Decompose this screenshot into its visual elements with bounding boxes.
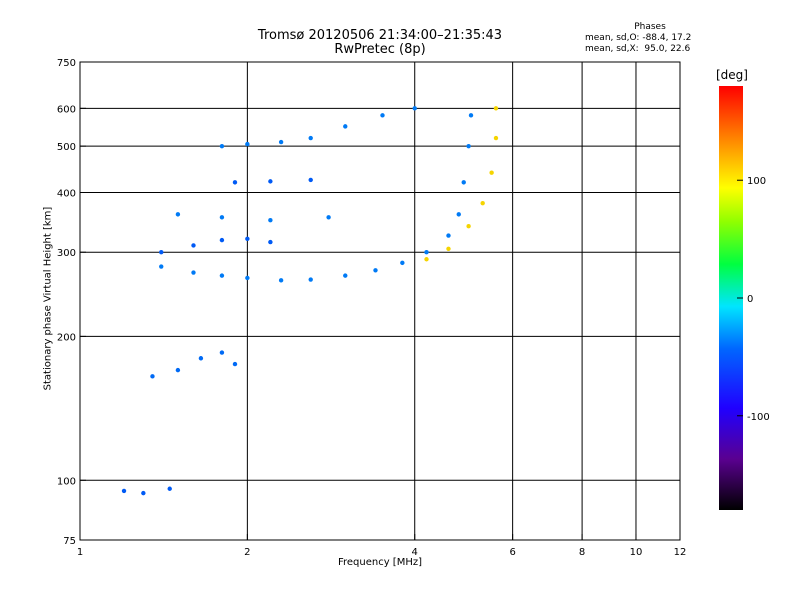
- echo-point: [219, 273, 225, 278]
- echo-point: [219, 215, 225, 220]
- echo-point: [245, 236, 250, 242]
- echo-point: [373, 268, 378, 273]
- echo-point: [278, 139, 284, 145]
- echo-point: [412, 106, 417, 111]
- y-tick-label: 750: [57, 58, 76, 69]
- echo-point: [493, 135, 499, 141]
- echo-point: [159, 250, 164, 255]
- colorbar-tick-label: -100: [747, 412, 770, 423]
- echo-point: [493, 106, 499, 111]
- echo-point: [326, 215, 331, 220]
- echo-point: [343, 273, 348, 278]
- echo-point: [461, 180, 466, 185]
- echo-point: [219, 237, 225, 243]
- y-tick-label: 75: [63, 536, 76, 547]
- x-tick-label: 2: [244, 547, 250, 558]
- echo-point: [141, 490, 146, 496]
- grid: [80, 62, 680, 540]
- echo-point: [159, 264, 164, 269]
- echo-point: [175, 212, 181, 217]
- echo-point: [191, 243, 196, 248]
- echo-point: [308, 277, 313, 282]
- echo-point: [150, 374, 155, 379]
- echo-point: [191, 270, 196, 275]
- colorbar-tick-label: 0: [747, 294, 753, 305]
- y-axis: 75 100 200 300 400 500 600 750: [57, 58, 86, 547]
- phases-x-mode-stats: mean, sd,X: 95.0, 22.6: [585, 44, 691, 54]
- echo-point: [167, 486, 172, 491]
- echo-point: [308, 135, 313, 141]
- echo-point: [480, 200, 485, 206]
- echo-point: [424, 250, 429, 255]
- echo-point: [175, 367, 181, 373]
- echo-point: [380, 113, 385, 118]
- chart-subtitle: RwPretec (8p): [334, 42, 426, 57]
- echo-point: [489, 170, 494, 175]
- chart-title: Tromsø 20120506 21:34:00–21:35:43: [257, 28, 503, 43]
- echo-point: [466, 224, 471, 229]
- echo-point: [446, 246, 451, 251]
- x-tick-label: 1: [77, 547, 83, 558]
- echo-point: [446, 233, 451, 238]
- colorbar-tick-label: 100: [747, 176, 766, 187]
- echo-point: [268, 179, 273, 184]
- y-tick-label: 300: [57, 248, 76, 259]
- x-tick-label: 4: [412, 547, 418, 558]
- x-axis-label: Frequency [MHz]: [337, 557, 423, 568]
- echo-point: [424, 257, 429, 262]
- x-axis: 1 2 4 6 8 10 12: [77, 534, 687, 558]
- echo-point: [232, 361, 238, 367]
- x-tick-label: 12: [674, 547, 687, 558]
- y-tick-label: 400: [57, 188, 76, 199]
- echo-point: [219, 350, 225, 355]
- echo-point: [232, 180, 238, 185]
- echo-point: [219, 143, 225, 149]
- data-points: [121, 106, 499, 496]
- phases-o-mode-stats: mean, sd,O: -88.4, 17.2: [585, 33, 692, 43]
- colorbar-label: [deg]: [716, 68, 748, 82]
- x-tick-label: 10: [630, 547, 643, 558]
- echo-point: [456, 212, 461, 217]
- y-tick-label: 500: [57, 142, 76, 153]
- y-tick-label: 200: [57, 332, 76, 343]
- plot-frame: [79, 61, 681, 541]
- echo-point: [121, 488, 127, 494]
- echo-point: [468, 113, 474, 118]
- echo-point: [198, 356, 204, 361]
- echo-point: [278, 278, 284, 283]
- y-tick-label: 600: [57, 104, 76, 115]
- phases-stats-box: Phases mean, sd,O: -88.4, 17.2 mean, sd,…: [585, 22, 715, 55]
- y-axis-label: Stationary phase Virtual Height [km]: [42, 206, 54, 391]
- echo-point: [268, 239, 273, 245]
- x-tick-label: 6: [509, 547, 515, 558]
- x-tick-label: 8: [579, 547, 585, 558]
- echo-point: [400, 260, 405, 266]
- echo-point: [466, 143, 471, 149]
- echo-point: [343, 124, 348, 129]
- y-tick-label: 100: [57, 476, 76, 487]
- echo-point: [308, 177, 313, 183]
- echo-point: [245, 275, 250, 281]
- colorbar-ticks: 100 0 -100: [737, 176, 770, 423]
- phases-heading: Phases: [634, 22, 666, 32]
- echo-point: [245, 141, 250, 147]
- echo-point: [268, 218, 273, 223]
